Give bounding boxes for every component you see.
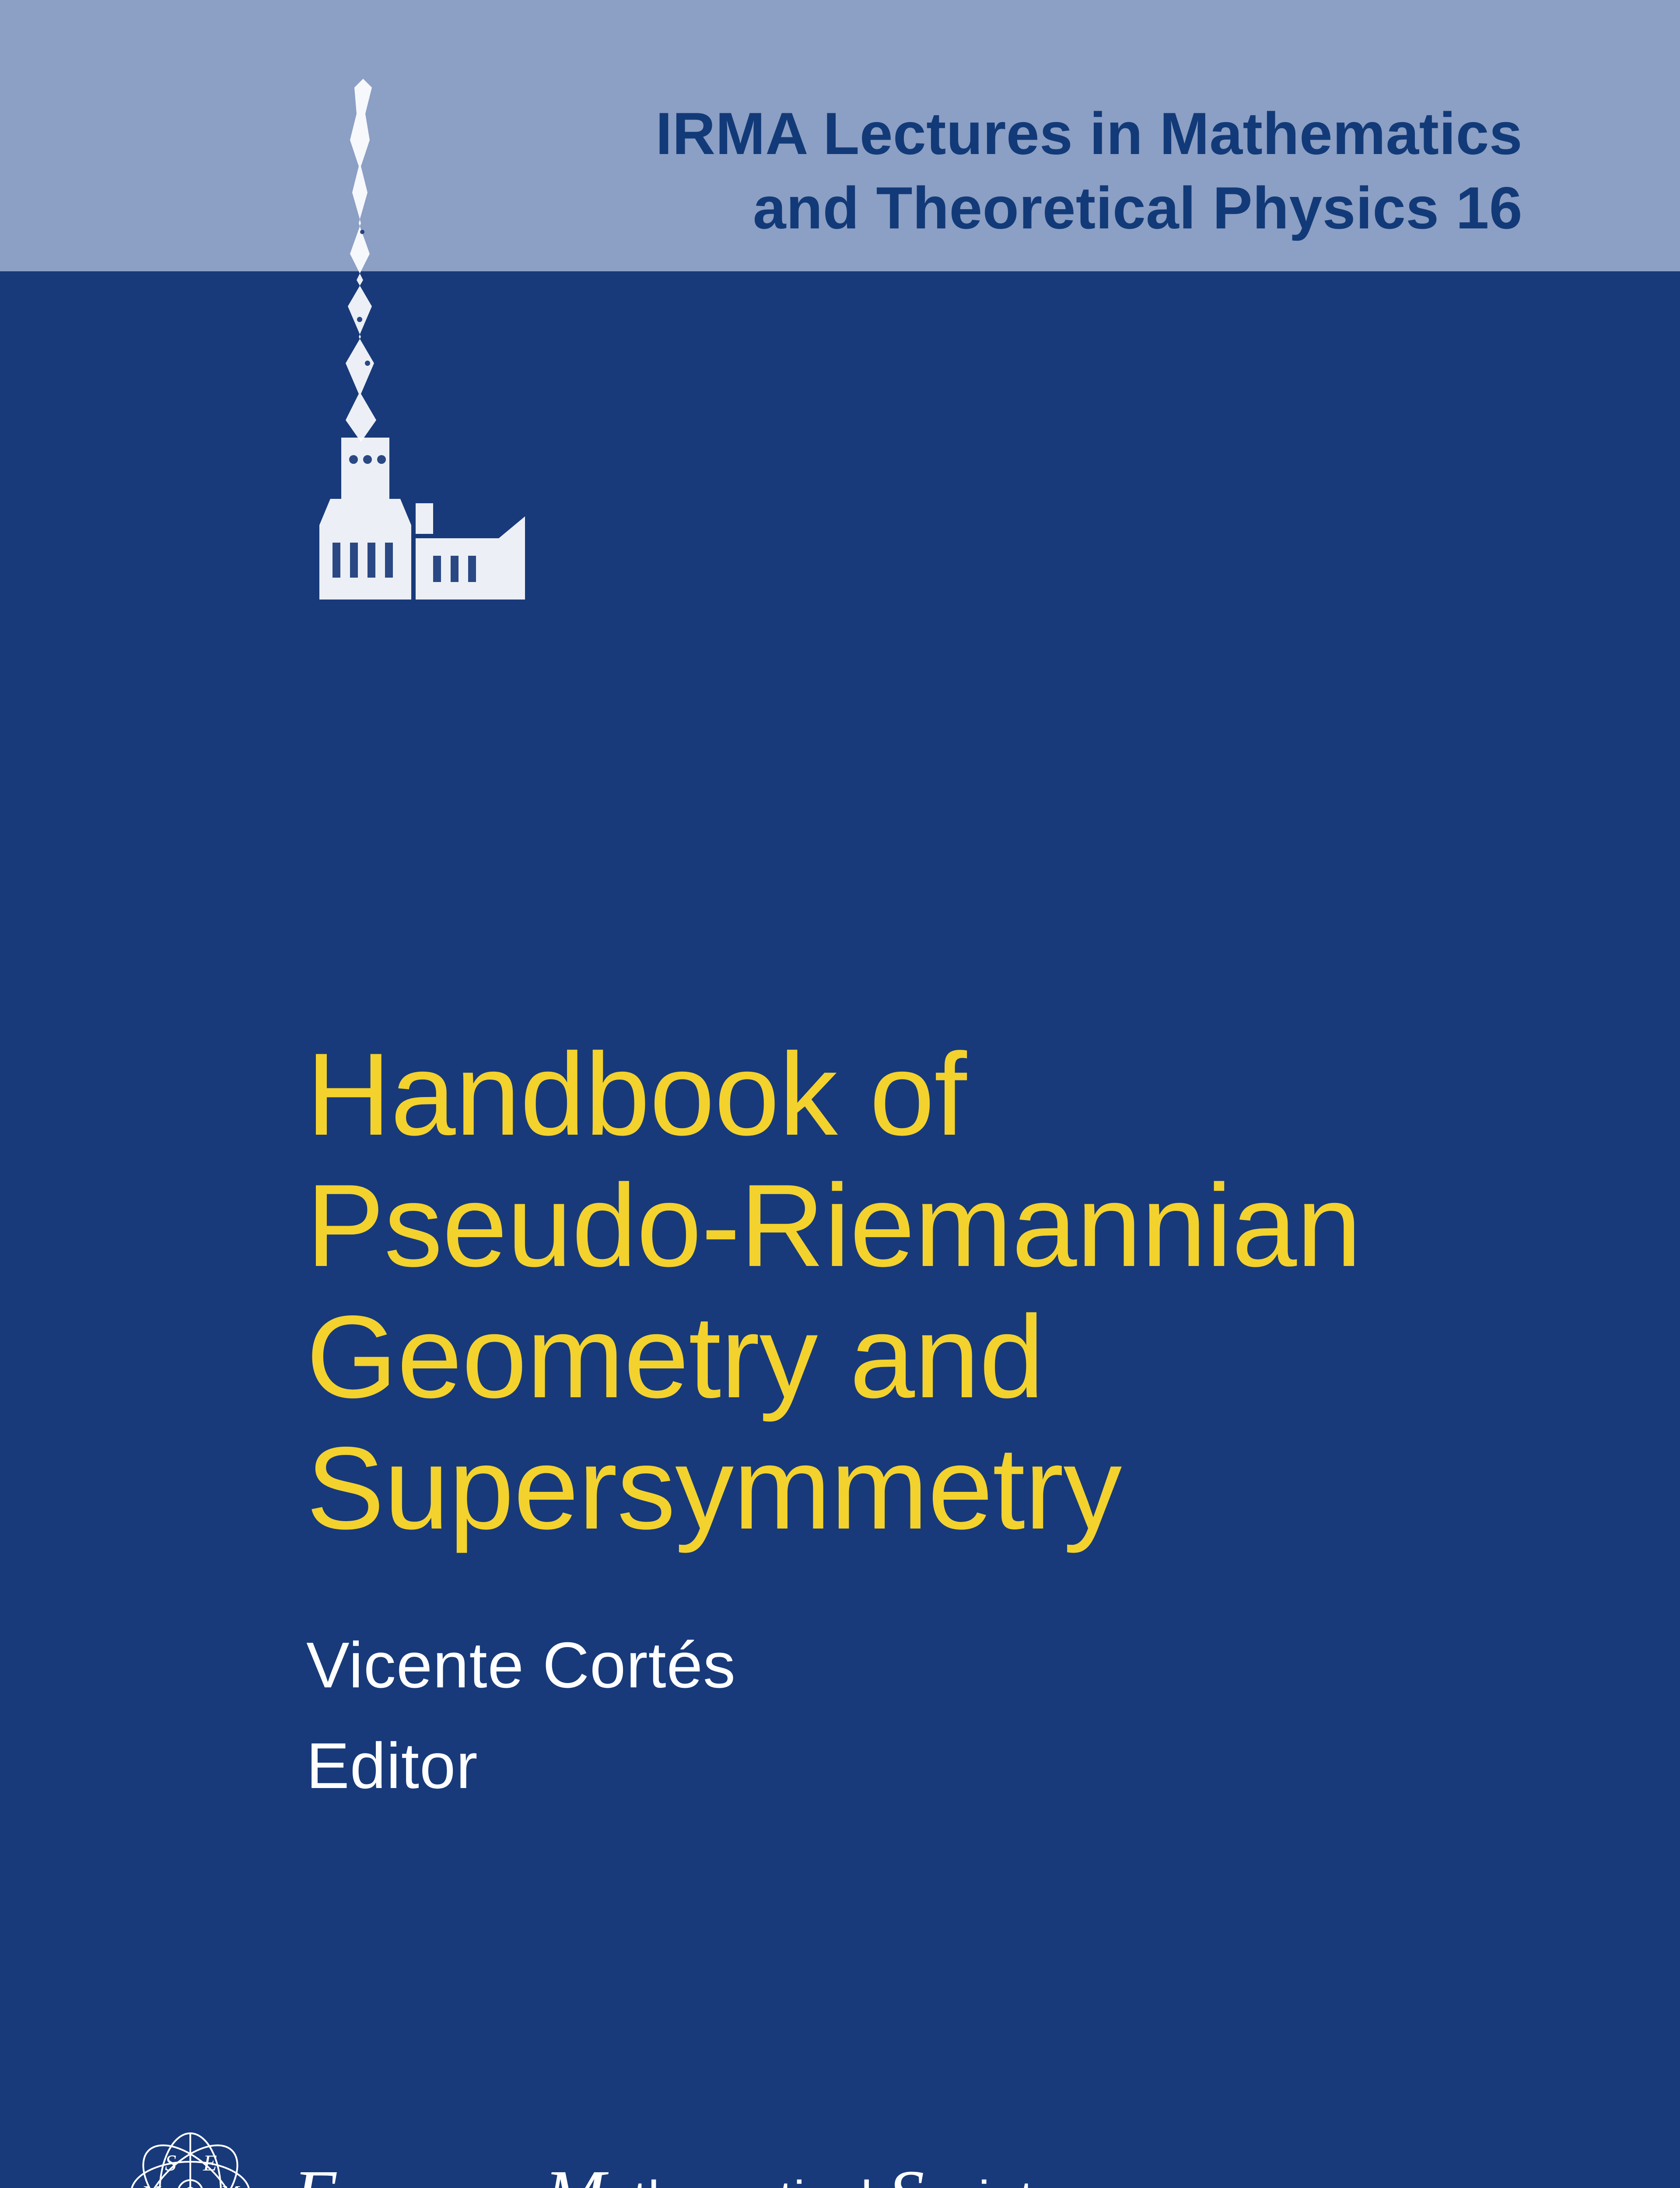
- title-line-4: Supersymmetry: [306, 1422, 1531, 1553]
- series-title-line2: and Theoretical Physics 16: [158, 171, 1522, 245]
- publisher-cap-e: E: [293, 2154, 339, 2188]
- editor-role: Editor: [306, 1729, 1531, 1803]
- series-title-line1: IRMA Lectures in Mathematics: [158, 96, 1522, 171]
- title-line-1: Handbook of: [306, 1028, 1531, 1160]
- logo-letter-m2: M: [220, 2181, 240, 2188]
- publisher-word1: uropean: [337, 2170, 544, 2188]
- publisher-word2: athematical: [604, 2170, 887, 2188]
- title-line-2: Pseudo-Riemannian: [306, 1160, 1531, 1291]
- book-cover: IRMA Lectures in Mathematics and Theoret…: [0, 0, 1680, 2188]
- title-line-3: Geometry and: [306, 1291, 1531, 1422]
- publisher-word3: ociety: [923, 2170, 1060, 2188]
- editor-name: Vicente Cortés: [306, 1628, 1531, 1703]
- logo-letter-m1: M: [141, 2181, 161, 2188]
- book-title: Handbook of Pseudo-Riemannian Geometry a…: [306, 1028, 1531, 1554]
- publisher-cap-s: S: [888, 2154, 925, 2188]
- logo-letter-e: E: [203, 2151, 217, 2176]
- logo-letter-s: S: [165, 2151, 176, 2176]
- publisher-name: European Mathematical Society: [293, 2150, 1060, 2188]
- series-header-band: IRMA Lectures in Mathematics and Theoret…: [0, 0, 1680, 271]
- publisher-cap-m: M: [544, 2154, 606, 2188]
- title-block: Handbook of Pseudo-Riemannian Geometry a…: [306, 1028, 1531, 1803]
- publisher-block: S E M M E European Mathematical Society: [122, 2125, 1060, 2188]
- ems-logo-icon: S E M M E: [122, 2125, 258, 2188]
